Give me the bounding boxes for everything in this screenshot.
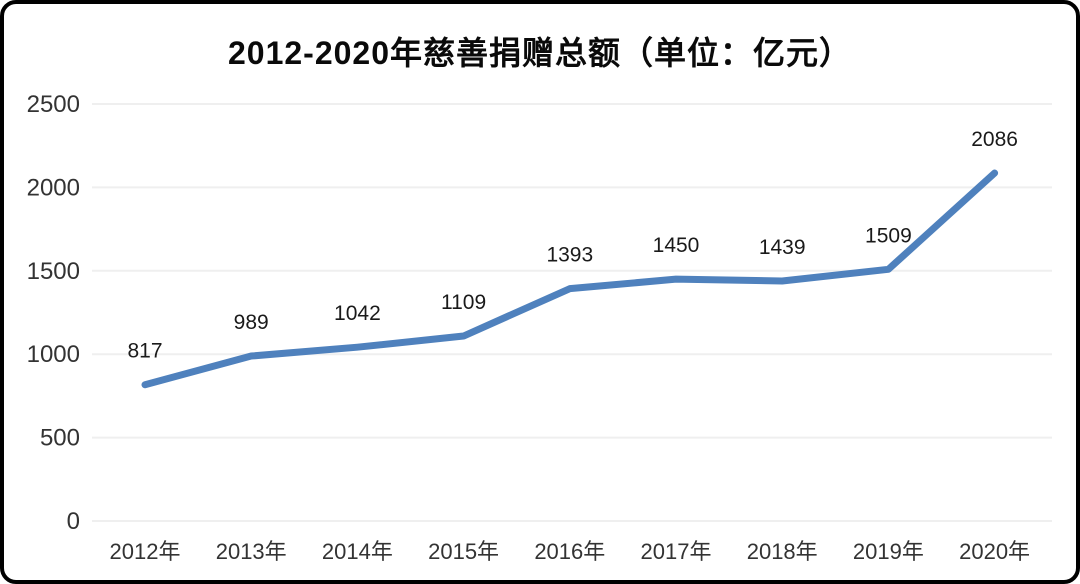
x-axis-tick-label: 2014年 [322, 539, 393, 564]
data-label: 989 [234, 311, 269, 334]
data-label: 1509 [865, 224, 912, 247]
x-axis-tick-label: 2012年 [110, 539, 181, 564]
x-axis-tick-label: 2017年 [641, 539, 712, 564]
y-axis-tick-label: 0 [67, 508, 80, 535]
data-label: 1439 [759, 236, 806, 259]
data-label: 1450 [653, 234, 700, 257]
x-axis-tick-label: 2016年 [534, 539, 605, 564]
x-axis-tick-label: 2019年 [853, 539, 924, 564]
chart-canvas: 0 500 1000 1500 2000 2500 2012年 2013年 2014年 2015年… [27, 91, 1052, 564]
data-label: 2086 [971, 128, 1018, 151]
data-label: 1109 [441, 291, 486, 314]
data-label: 1042 [334, 302, 381, 325]
y-axis-tick-label: 1000 [27, 341, 80, 368]
y-axis-tick-label: 1500 [27, 258, 80, 285]
chart-title: 2012-2020年慈善捐赠总额（单位：亿元） [227, 35, 853, 71]
y-axis-tick-label: 2500 [27, 91, 80, 118]
y-axis-tick-label: 2000 [27, 174, 80, 201]
data-label: 1393 [546, 244, 593, 267]
x-axis-tick-label: 2018年 [747, 539, 818, 564]
x-axis-tick-label: 2013年 [216, 539, 287, 564]
x-axis-tick-label: 2020年 [959, 539, 1030, 564]
data-label: 817 [127, 340, 162, 363]
y-axis-tick-label: 500 [40, 425, 80, 452]
series-line [141, 169, 999, 389]
x-axis-tick-label: 2015年 [428, 539, 499, 564]
